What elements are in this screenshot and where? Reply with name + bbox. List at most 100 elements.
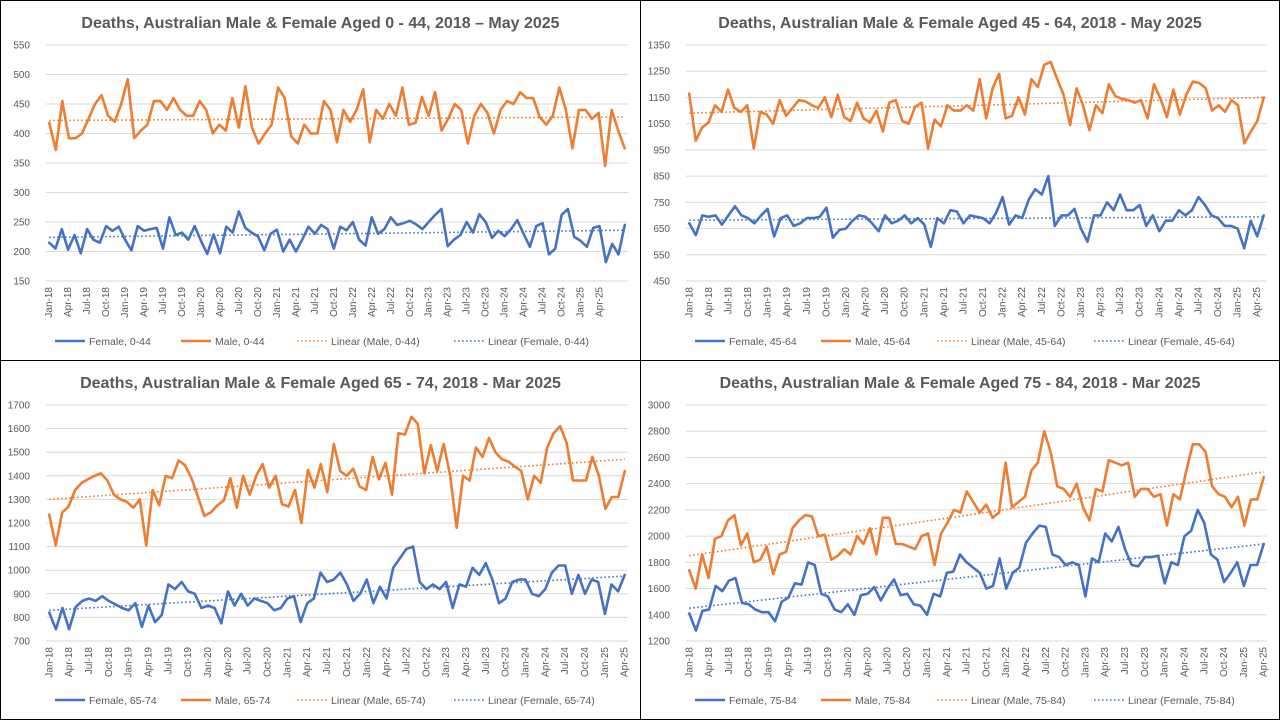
x-tick-label: Apr-19 (782, 287, 793, 317)
x-tick-label: Apr-24 (519, 287, 530, 317)
x-tick-label: Jul-21 (322, 647, 333, 675)
male-series-line (47, 77, 627, 168)
x-tick-label: Jan-21 (282, 647, 293, 678)
x-tick-label: Apr-25 (1252, 287, 1263, 317)
chart-panel-2: Deaths, Australian Male & Female Aged 45… (640, 0, 1280, 361)
x-tick-label: Apr-20 (863, 647, 874, 677)
x-tick-label: Jul-19 (158, 287, 169, 315)
x-tick-label: Jan-20 (841, 287, 852, 318)
x-tick-label: Jul-20 (880, 287, 891, 315)
legend-label: Linear (Male, 45-64) (971, 336, 1066, 348)
x-tick-label: Jan-24 (1154, 287, 1165, 318)
x-tick-label: Jan-23 (441, 647, 452, 678)
legend-label: Linear (Female, 45-64) (1128, 336, 1235, 348)
x-tick-label: Oct-19 (177, 287, 188, 317)
y-tick-label: 550 (13, 41, 30, 52)
y-tick-label: 650 (653, 224, 670, 235)
x-tick-label: Apr-24 (1179, 647, 1190, 677)
female-trend-line (689, 543, 1264, 610)
x-tick-label: Jan-18 (44, 287, 55, 318)
x-tick-label: Apr-18 (704, 287, 715, 317)
x-tick-label: Oct-24 (1213, 287, 1224, 317)
y-tick-label: 1200 (648, 637, 671, 648)
male-series-line (687, 429, 1266, 590)
y-tick-label: 250 (13, 218, 30, 229)
x-tick-label: Jul-21 (310, 287, 321, 315)
x-tick-label: Jul-18 (84, 647, 95, 675)
x-tick-label: Jan-24 (500, 287, 511, 318)
x-tick-label: Oct-20 (263, 647, 274, 677)
x-tick-label: Apr-25 (620, 647, 631, 677)
x-tick-label: Jan-21 (272, 287, 283, 318)
x-tick-label: Oct-23 (481, 287, 492, 317)
y-tick-label: 3000 (648, 401, 671, 412)
y-tick-label: 700 (13, 637, 30, 648)
x-tick-label: Oct-21 (981, 647, 992, 677)
x-tick-label: Jan-20 (843, 647, 854, 678)
x-tick-label: Jan-18 (684, 647, 695, 678)
y-tick-label: 1500 (8, 448, 31, 459)
x-tick-label: Oct-24 (557, 287, 568, 317)
y-tick-label: 450 (13, 100, 30, 111)
y-tick-label: 500 (13, 70, 30, 81)
legend-label: Male, 45-64 (855, 336, 911, 348)
female-series-line (47, 545, 627, 631)
x-tick-label: Jan-23 (1076, 287, 1087, 318)
y-tick-label: 1000 (8, 566, 31, 577)
female-series-line (687, 508, 1266, 632)
x-tick-label: Jan-19 (124, 647, 135, 678)
female-series-line (47, 207, 627, 264)
male-series-line (47, 415, 627, 547)
x-tick-label: Oct-22 (421, 647, 432, 677)
y-tick-label: 1800 (648, 558, 671, 569)
legend-label: Linear (Female, 75-84) (1128, 695, 1235, 707)
x-tick-label: Apr-23 (461, 647, 472, 677)
x-tick-label: Jul-23 (1115, 287, 1126, 315)
x-tick-label: Oct-20 (902, 647, 913, 677)
x-tick-label: Jul-24 (1199, 647, 1210, 675)
y-tick-label: 450 (653, 277, 670, 288)
x-tick-label: Jan-23 (424, 287, 435, 318)
x-tick-label: Jan-23 (1080, 647, 1091, 678)
legend-label: Female, 45-64 (729, 336, 797, 348)
legend-label: Female, 75-84 (729, 695, 797, 707)
x-tick-label: Apr-20 (215, 287, 226, 317)
x-tick-label: Jul-19 (802, 287, 813, 315)
x-tick-label: Jul-22 (386, 287, 397, 315)
x-tick-label: Apr-18 (64, 647, 75, 677)
y-tick-label: 1400 (648, 610, 671, 621)
x-tick-label: Oct-21 (329, 287, 340, 317)
chart-panel-1: Deaths, Australian Male & Female Aged 0 … (0, 0, 641, 361)
x-tick-label: Apr-25 (595, 287, 606, 317)
x-tick-label: Apr-24 (540, 647, 551, 677)
x-tick-label: Apr-22 (382, 647, 393, 677)
x-tick-label: Oct-22 (1056, 287, 1067, 317)
y-tick-label: 300 (13, 188, 30, 199)
legend-label: Male, 75-84 (855, 695, 911, 707)
y-tick-label: 2600 (648, 453, 671, 464)
y-tick-label: 1350 (648, 41, 671, 52)
x-tick-label: Apr-21 (302, 647, 313, 677)
x-tick-label: Apr-24 (1174, 287, 1185, 317)
male-series-line (687, 60, 1266, 150)
y-tick-label: 1300 (8, 495, 31, 506)
y-tick-label: 200 (13, 247, 30, 258)
y-tick-label: 1600 (8, 424, 31, 435)
x-tick-label: Oct-23 (501, 647, 512, 677)
x-tick-label: Apr-21 (291, 287, 302, 317)
chart-panel-3: Deaths, Australian Male & Female Aged 65… (0, 360, 641, 720)
x-tick-label: Apr-18 (63, 287, 74, 317)
x-tick-label: Oct-19 (823, 647, 834, 677)
x-tick-label: Jul-19 (803, 647, 814, 675)
y-tick-label: 2200 (648, 505, 671, 516)
y-tick-label: 400 (13, 129, 30, 140)
x-tick-label: Oct-19 (183, 647, 194, 677)
y-tick-label: 150 (13, 277, 30, 288)
x-tick-label: Apr-19 (783, 647, 794, 677)
y-tick-label: 1150 (648, 93, 670, 104)
legend-label: Linear (Male, 65-74) (331, 695, 426, 707)
chart-title: Deaths, Australian Male & Female Aged 0 … (81, 15, 559, 32)
x-tick-label: Oct-22 (1061, 647, 1072, 677)
y-tick-label: 1700 (8, 401, 31, 412)
x-tick-label: Jan-20 (196, 287, 207, 318)
